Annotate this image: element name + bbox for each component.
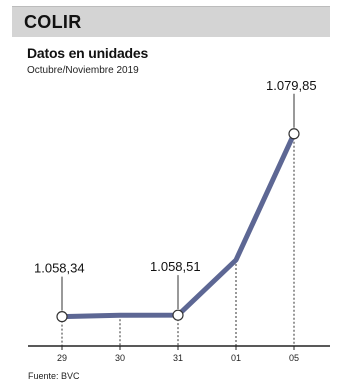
title-bar: COLIR — [12, 6, 330, 37]
x-tick-label: 29 — [57, 353, 67, 363]
data-label: 1.058,34 — [34, 261, 85, 276]
x-tick-label: 30 — [115, 353, 125, 363]
data-point-marker — [56, 311, 68, 323]
source-note: Fuente: BVC — [28, 371, 80, 381]
chart-title: COLIR — [24, 12, 82, 32]
data-label: 1.058,51 — [150, 259, 201, 274]
chart-period: Octubre/Noviembre 2019 — [27, 65, 139, 76]
data-label: 1.079,85 — [266, 78, 317, 93]
chart-subtitle: Datos en unidades — [27, 45, 149, 61]
x-tick-label: 05 — [289, 353, 299, 363]
x-tick-label: 31 — [173, 353, 183, 363]
data-point-marker — [288, 128, 300, 140]
data-point-marker — [172, 309, 184, 321]
x-tick-label: 01 — [231, 353, 241, 363]
